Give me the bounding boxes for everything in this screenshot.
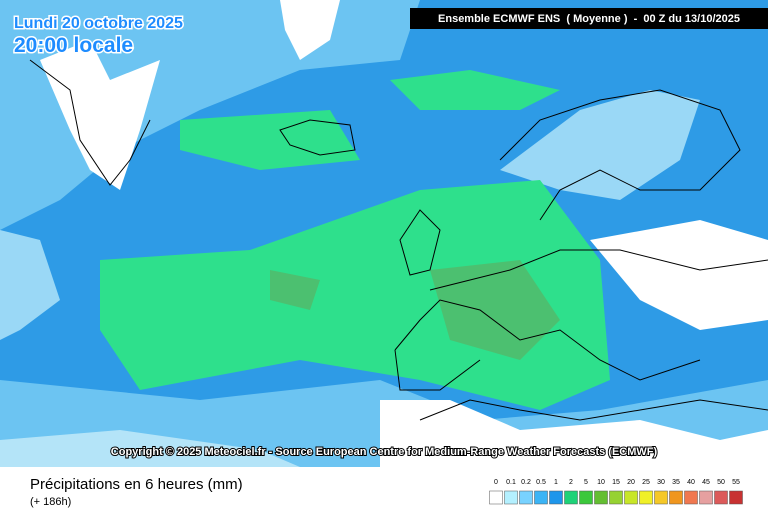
forecast-lead: (+ 186h) (30, 496, 71, 508)
legend-label: 45 (702, 479, 710, 486)
legend-swatch (564, 490, 578, 505)
legend-swatch (594, 490, 608, 505)
forecast-time: 20:00 locale (14, 34, 133, 57)
legend-swatch (669, 490, 683, 505)
model-banner (410, 8, 768, 29)
legend-label: 10 (597, 479, 605, 486)
forecast-date: Lundi 20 octobre 2025 (14, 15, 183, 32)
legend-swatch (624, 490, 638, 505)
legend-swatch (714, 490, 728, 505)
copyright: Copyright © 2025 Meteociel.fr - Source E… (111, 446, 658, 458)
legend-swatch (579, 490, 593, 505)
legend-swatch (654, 490, 668, 505)
legend-label: 55 (732, 479, 740, 486)
legend-label: 30 (657, 479, 665, 486)
legend-label: 15 (612, 479, 620, 486)
legend-swatch (504, 490, 518, 505)
legend-label: 40 (687, 479, 695, 486)
legend-label: 5 (584, 479, 588, 486)
legend-swatch (639, 490, 653, 505)
legend-swatch (489, 490, 503, 505)
legend-label: 2 (569, 479, 573, 486)
legend-label: 0.2 (521, 479, 531, 486)
legend-label: 50 (717, 479, 725, 486)
legend-label: 0.5 (536, 479, 546, 486)
legend: 0 0.1 0.2 0.5 1 2 5 10 15 20 25 30 35 40 45 50 55 (489, 479, 743, 505)
legend-label: 20 (627, 479, 635, 486)
legend-label: 35 (672, 479, 680, 486)
legend-swatch (534, 490, 548, 505)
legend-swatch (699, 490, 713, 505)
legend-label: 25 (642, 479, 650, 486)
legend-swatch (609, 490, 623, 505)
legend-label: 1 (554, 479, 558, 486)
legend-label: 0 (494, 479, 498, 486)
legend-swatch (684, 490, 698, 505)
legend-swatch (519, 490, 533, 505)
footer-title: Précipitations en 6 heures (mm) (30, 476, 243, 493)
legend-swatch (549, 490, 563, 505)
map-background (0, 0, 768, 467)
model-info: Ensemble ECMWF ENS ( Moyenne ) - 00 Z du… (438, 13, 740, 25)
coastlines (29, 59, 768, 421)
legend-label: 0.1 (506, 479, 516, 486)
legend-swatch (729, 490, 743, 505)
